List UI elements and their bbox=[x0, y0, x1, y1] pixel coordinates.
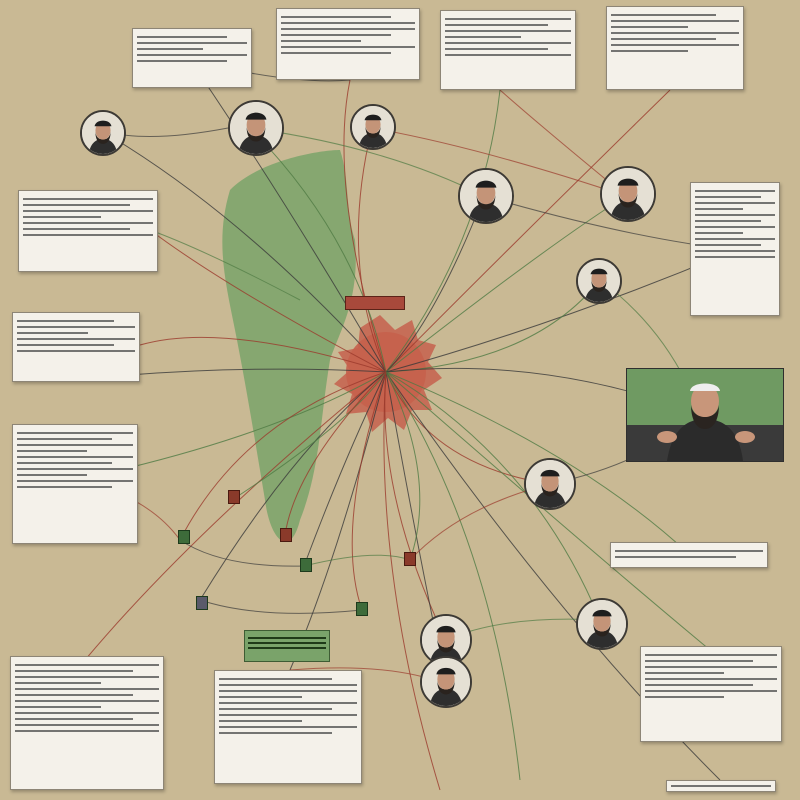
connection-line bbox=[385, 371, 521, 781]
connection-line bbox=[385, 371, 711, 651]
map-marker-icon[interactable] bbox=[280, 528, 292, 542]
person-portrait-icon bbox=[578, 600, 626, 648]
person-portrait-icon bbox=[578, 260, 620, 302]
connection-line bbox=[249, 127, 387, 373]
document-card[interactable] bbox=[12, 312, 140, 382]
document-card[interactable] bbox=[132, 28, 252, 88]
person-portrait[interactable] bbox=[420, 656, 472, 708]
connection-line bbox=[357, 127, 387, 373]
connection-line bbox=[149, 229, 301, 301]
connection-line bbox=[189, 59, 387, 373]
person-portrait-icon bbox=[602, 168, 654, 220]
connection-line bbox=[383, 371, 441, 791]
document-card[interactable] bbox=[640, 646, 782, 742]
person-portrait[interactable] bbox=[458, 168, 514, 224]
connection-line bbox=[199, 599, 363, 614]
document-card[interactable] bbox=[12, 424, 138, 544]
connection-line bbox=[385, 89, 671, 373]
connection-line bbox=[179, 539, 305, 567]
connection-line bbox=[303, 554, 411, 567]
person-portrait[interactable] bbox=[80, 110, 126, 156]
map-marker-icon[interactable] bbox=[196, 596, 208, 610]
person-portrait[interactable] bbox=[576, 258, 622, 304]
connection-line bbox=[385, 371, 691, 556]
person-portrait-icon bbox=[627, 369, 783, 461]
person-portrait[interactable] bbox=[524, 458, 576, 510]
connection-line bbox=[385, 279, 601, 373]
connection-line bbox=[249, 127, 485, 197]
connection-line bbox=[351, 371, 387, 611]
connection-line bbox=[139, 336, 387, 373]
connection-line bbox=[385, 195, 485, 373]
connection-line bbox=[385, 371, 421, 561]
green-label-box bbox=[244, 630, 330, 662]
person-portrait-icon bbox=[230, 102, 282, 154]
person-portrait[interactable] bbox=[576, 598, 628, 650]
document-card[interactable] bbox=[10, 656, 164, 790]
document-card[interactable] bbox=[666, 780, 776, 792]
connection-line bbox=[234, 371, 387, 499]
document-card[interactable] bbox=[18, 190, 158, 272]
connection-line bbox=[385, 371, 601, 621]
connection-line bbox=[284, 371, 387, 536]
document-card[interactable] bbox=[610, 542, 768, 568]
connection-line bbox=[179, 371, 387, 541]
connection-line bbox=[385, 249, 736, 373]
person-portrait-icon bbox=[422, 658, 470, 706]
hub-banner bbox=[345, 296, 405, 310]
person-portrait-icon bbox=[82, 112, 124, 154]
document-card[interactable] bbox=[214, 670, 362, 784]
document-card[interactable] bbox=[440, 10, 576, 90]
map-marker-icon[interactable] bbox=[228, 490, 240, 504]
connection-line bbox=[149, 229, 387, 373]
connection-line bbox=[385, 89, 501, 373]
person-portrait-icon bbox=[460, 170, 512, 222]
person-portrait-icon bbox=[352, 106, 394, 148]
connection-line bbox=[371, 127, 627, 197]
green-region bbox=[222, 150, 356, 542]
document-card[interactable] bbox=[606, 6, 744, 90]
person-portrait[interactable] bbox=[420, 614, 472, 666]
map-marker-icon[interactable] bbox=[356, 602, 368, 616]
map-marker-icon[interactable] bbox=[178, 530, 190, 544]
person-portrait[interactable] bbox=[228, 100, 284, 156]
connection-line bbox=[385, 371, 551, 485]
document-card[interactable] bbox=[690, 182, 780, 316]
connection-line bbox=[385, 195, 627, 373]
speaker-photo[interactable] bbox=[626, 368, 784, 462]
connection-line bbox=[303, 371, 387, 567]
connection-line bbox=[99, 129, 387, 373]
person-portrait[interactable] bbox=[600, 166, 656, 222]
person-portrait-icon bbox=[526, 460, 574, 508]
person-portrait[interactable] bbox=[350, 104, 396, 150]
map-marker-icon[interactable] bbox=[404, 552, 416, 566]
map-marker-icon[interactable] bbox=[300, 558, 312, 572]
connection-line bbox=[199, 371, 387, 601]
document-card[interactable] bbox=[276, 8, 420, 80]
connection-line bbox=[84, 371, 387, 661]
connection-line bbox=[343, 79, 387, 373]
